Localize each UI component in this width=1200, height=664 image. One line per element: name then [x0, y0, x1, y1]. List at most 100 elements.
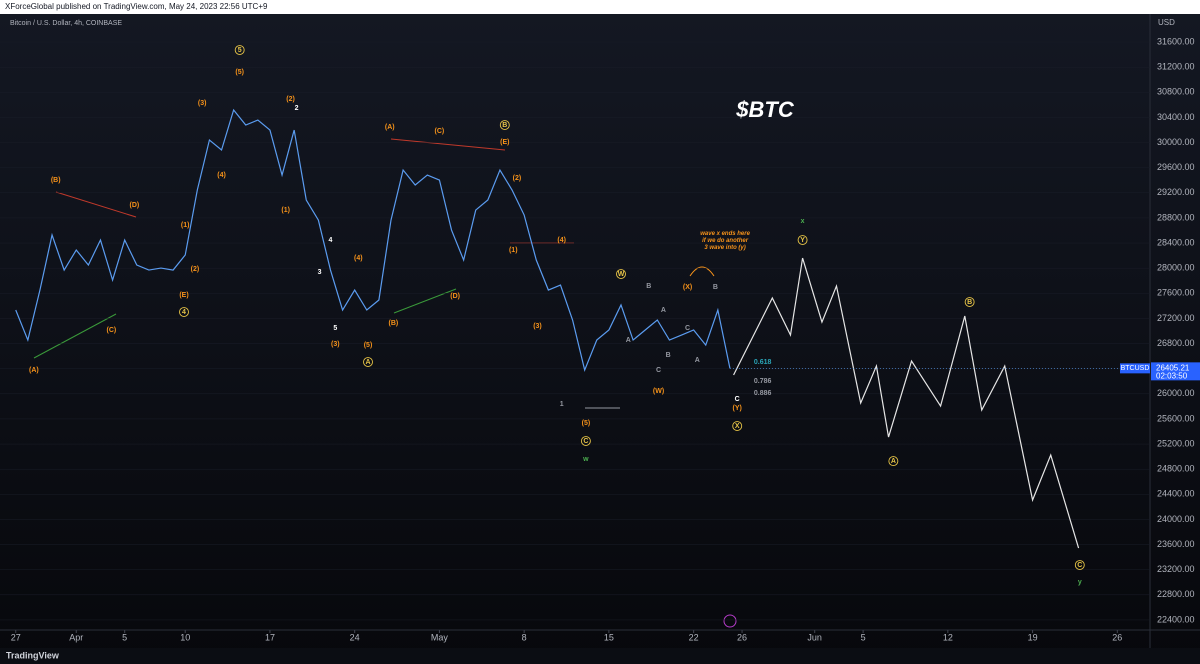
wave-circle — [179, 307, 189, 317]
currency: USD — [1158, 18, 1175, 27]
wave-circle — [616, 269, 626, 279]
wave-label: (3) — [198, 100, 207, 107]
wave-label: (E) — [179, 292, 188, 299]
y-tick-label: 29600.00 — [1157, 162, 1195, 172]
wave-label: w — [582, 456, 589, 463]
wave-label: 0.886 — [754, 390, 772, 397]
wave-circle — [797, 235, 808, 245]
headline: $BTC — [735, 97, 795, 122]
wave-label: X — [735, 423, 740, 430]
price-tag — [1151, 362, 1200, 381]
wave-label: 0.786 — [754, 378, 772, 385]
wave-label: (D) — [450, 293, 460, 300]
wave-label: (1) — [509, 247, 518, 254]
wave-label: A — [661, 307, 666, 314]
y-tick-label: 31200.00 — [1157, 62, 1195, 72]
wave-label: (1) — [181, 222, 190, 229]
y-tick-label: 26800.00 — [1157, 338, 1195, 348]
y-tick-label: 31600.00 — [1157, 36, 1195, 46]
x-tick-label: 26 — [737, 632, 747, 642]
wave-circle — [732, 421, 743, 431]
footer — [0, 648, 1200, 664]
y-tick-label: 24400.00 — [1157, 489, 1195, 499]
y-tick-label: 26000.00 — [1157, 388, 1195, 398]
wave-label: A — [365, 359, 370, 366]
wave-label: A — [695, 357, 700, 364]
wave-label: C — [1077, 562, 1082, 569]
x-tick-label: Apr — [69, 632, 83, 642]
wave-label: A — [891, 458, 896, 465]
header-bar — [0, 0, 1200, 14]
arrow — [689, 266, 715, 277]
wave-label: 4 — [182, 309, 186, 316]
x-tick-label: 5 — [861, 632, 866, 642]
wave-label: C — [685, 325, 690, 332]
wave-circle — [234, 45, 245, 55]
y-tick-label: 23600.00 — [1157, 539, 1195, 549]
wave-label: 4 — [329, 237, 333, 244]
wave-circle — [964, 297, 975, 307]
y-tick-label: 27200.00 — [1157, 313, 1195, 323]
trendline — [393, 288, 457, 314]
price-tag-label: 26405.21 — [1156, 363, 1190, 372]
wave-label: (C) — [435, 128, 445, 135]
x-tick-label: 12 — [943, 632, 953, 642]
wave-circle — [499, 120, 510, 130]
wave-label: (X) — [683, 284, 692, 291]
x-tick-label: 10 — [180, 632, 190, 642]
x-tick-label: 26 — [1112, 632, 1122, 642]
y-tick-label: 22800.00 — [1157, 589, 1195, 599]
wave-label: 3 — [318, 269, 322, 276]
wave-label: (2) — [191, 266, 200, 273]
y-tick-label: 28800.00 — [1157, 212, 1195, 222]
y-tick-label: 29200.00 — [1157, 187, 1195, 197]
y-tick-label: 30400.00 — [1157, 112, 1195, 122]
x-tick-label: 17 — [265, 632, 275, 642]
note-line: if we do another — [702, 238, 749, 244]
note-line: wave x ends here — [700, 231, 750, 237]
y-tick-label: 28400.00 — [1157, 237, 1195, 247]
x-tick-label: 8 — [522, 632, 527, 642]
wave-label: (4) — [354, 255, 363, 262]
wave-label: (W) — [653, 388, 664, 395]
wave-label: (E) — [500, 139, 509, 146]
note-line: 3 wave into (y) — [704, 245, 745, 251]
x-tick-label: Jun — [807, 632, 822, 642]
symbol-tag-label: BTCUSD — [1121, 365, 1150, 372]
wave-circle — [888, 456, 899, 467]
event-icon — [723, 614, 737, 628]
x-tick-label: 15 — [604, 632, 614, 642]
wave-label: (D) — [130, 202, 140, 209]
y-tick-label: 22400.00 — [1157, 614, 1195, 624]
wave-label: (5) — [364, 342, 373, 349]
wave-label: A — [626, 337, 631, 344]
wave-circle — [363, 357, 373, 367]
x-tick-label: 19 — [1028, 632, 1038, 642]
y-tick-label: 25600.00 — [1157, 413, 1195, 423]
wave-label: (A) — [29, 367, 39, 374]
wave-label: 5 — [238, 47, 242, 54]
wave-label: y — [1078, 579, 1082, 586]
x-tick-label: May — [431, 632, 449, 642]
trendline — [390, 138, 506, 151]
series-line — [15, 108, 731, 373]
wave-label: 2 — [295, 105, 299, 112]
wave-label: 0.618 — [754, 359, 772, 366]
wave-label: (4) — [557, 237, 566, 244]
y-tick-label: 28000.00 — [1157, 263, 1195, 273]
y-tick-label: 27600.00 — [1157, 288, 1195, 298]
wave-label: B — [646, 283, 651, 290]
wave-label: (3) — [533, 323, 542, 330]
y-tick-label: 24800.00 — [1157, 464, 1195, 474]
wave-label: (2) — [286, 96, 295, 103]
wave-label: B — [666, 352, 671, 359]
brand: TradingView — [6, 650, 60, 660]
trendline — [33, 313, 117, 359]
wave-label: (1) — [281, 207, 290, 214]
wave-label: B — [967, 299, 972, 306]
wave-label: (2) — [513, 175, 522, 182]
wave-circle — [1074, 560, 1085, 570]
wave-label: B — [713, 284, 718, 291]
